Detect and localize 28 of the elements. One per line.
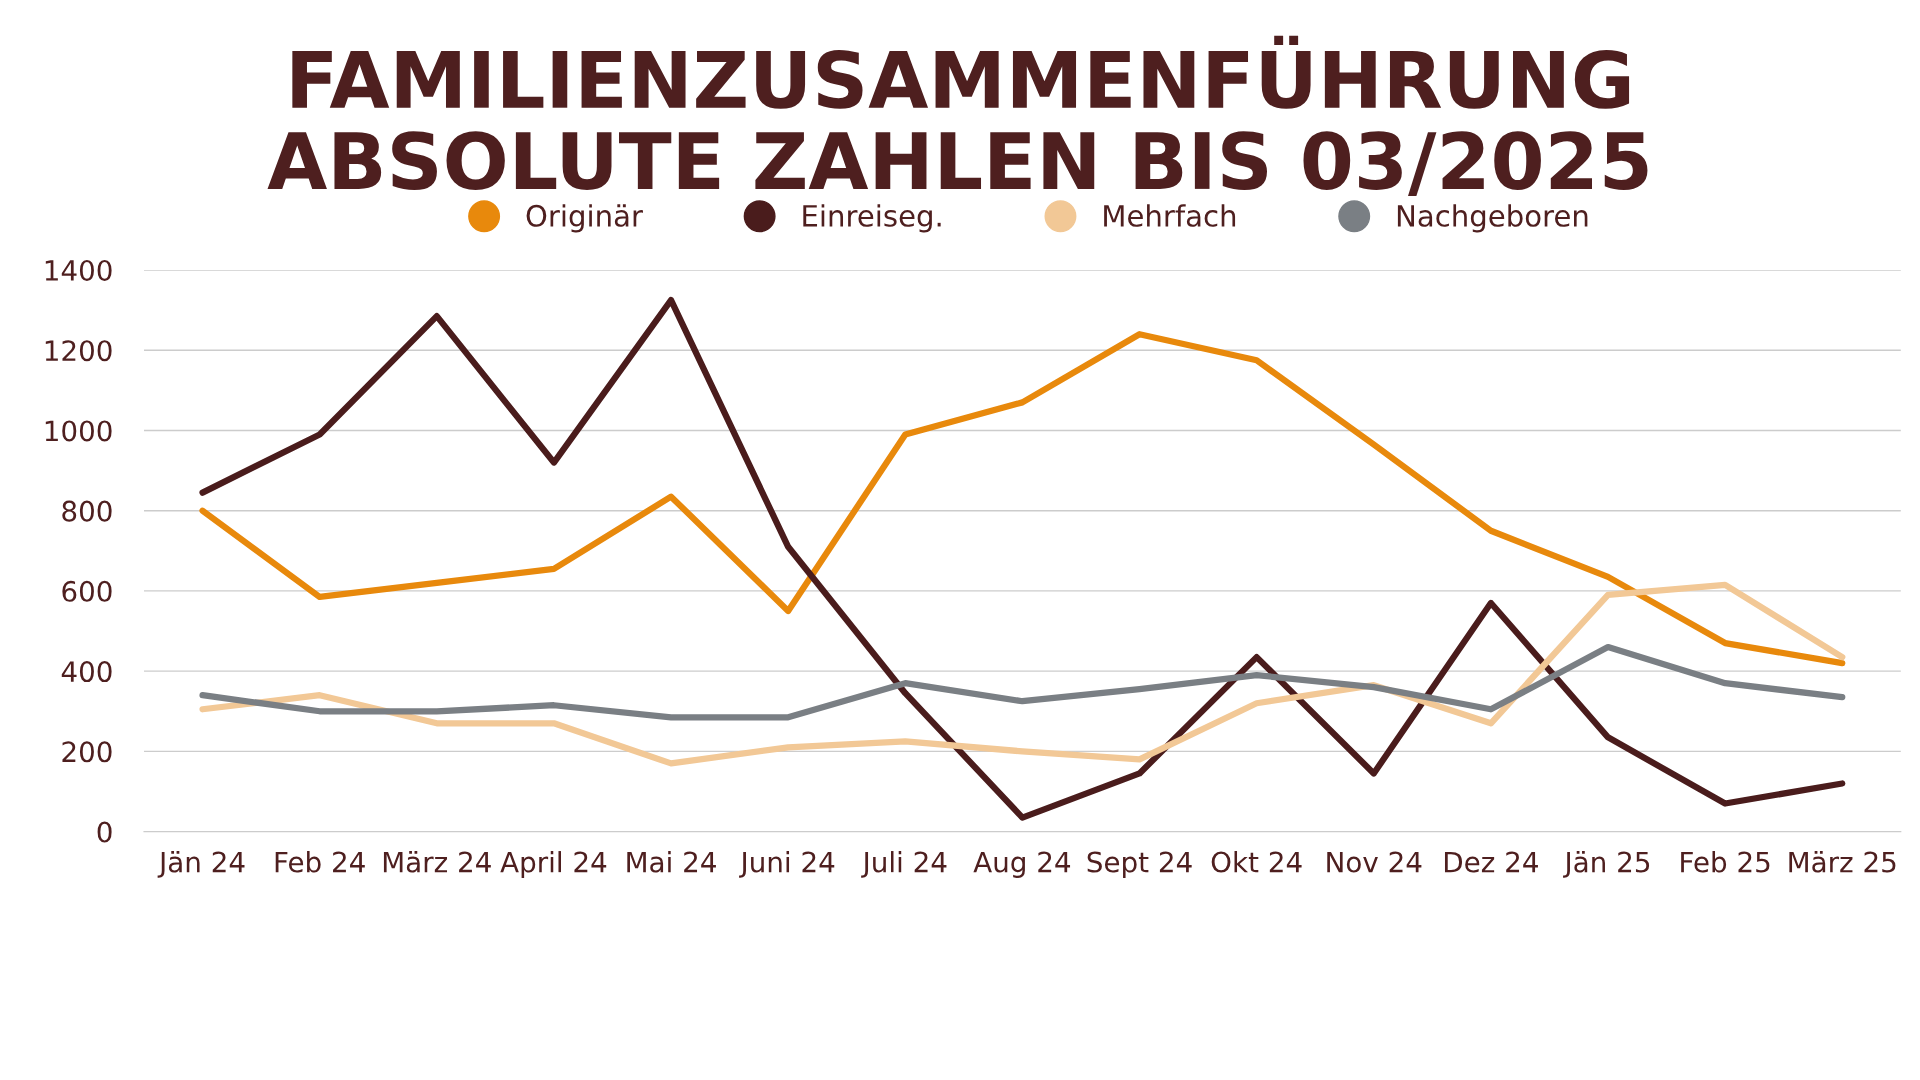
legend-label: Mehrfach: [1104, 204, 1236, 227]
y-tick-label: 1000: [45, 420, 112, 442]
chart-title: FAMILIENZUSAMMENFÜHRUNG ABSOLUTE ZAHLEN BIS 03/2025: [267, 35, 1648, 197]
y-tick-label: 600: [62, 580, 112, 602]
x-tick-label: Aug 24: [973, 851, 1071, 878]
y-tick-label: 1400: [45, 259, 112, 281]
x-tick-label: Feb 25: [1681, 851, 1770, 873]
x-tick-label: Feb 24: [275, 851, 365, 873]
legend-label: Einreiseg.: [803, 204, 941, 233]
x-tick-label: Juni 24: [739, 851, 835, 878]
legend-label: Nachgeboren: [1397, 204, 1588, 233]
y-tick-label: 0: [97, 821, 112, 843]
x-tick-label: Jän 25: [1563, 851, 1650, 878]
x-tick-label: März 25: [1789, 851, 1896, 873]
x-tick-label: Juli 24: [861, 851, 947, 878]
x-tick-label: Nov 24: [1327, 851, 1422, 873]
y-tick-label: 400: [61, 661, 112, 683]
y-tick-label: 200: [62, 741, 112, 763]
x-tick-label: Dez 24: [1444, 851, 1538, 873]
y-tick-label: 1200: [45, 340, 112, 362]
x-tick-label: Jän 24: [157, 851, 245, 878]
x-tick-label: Okt 24: [1211, 851, 1302, 873]
x-tick-label: März 24: [383, 851, 491, 873]
x-tick-label: Mai 24: [627, 851, 716, 873]
legend-label: Originär: [526, 204, 643, 233]
x-tick-label: April 24: [500, 851, 607, 878]
y-tick-label: 800: [62, 500, 112, 522]
x-tick-label: Sept 24: [1087, 851, 1192, 878]
